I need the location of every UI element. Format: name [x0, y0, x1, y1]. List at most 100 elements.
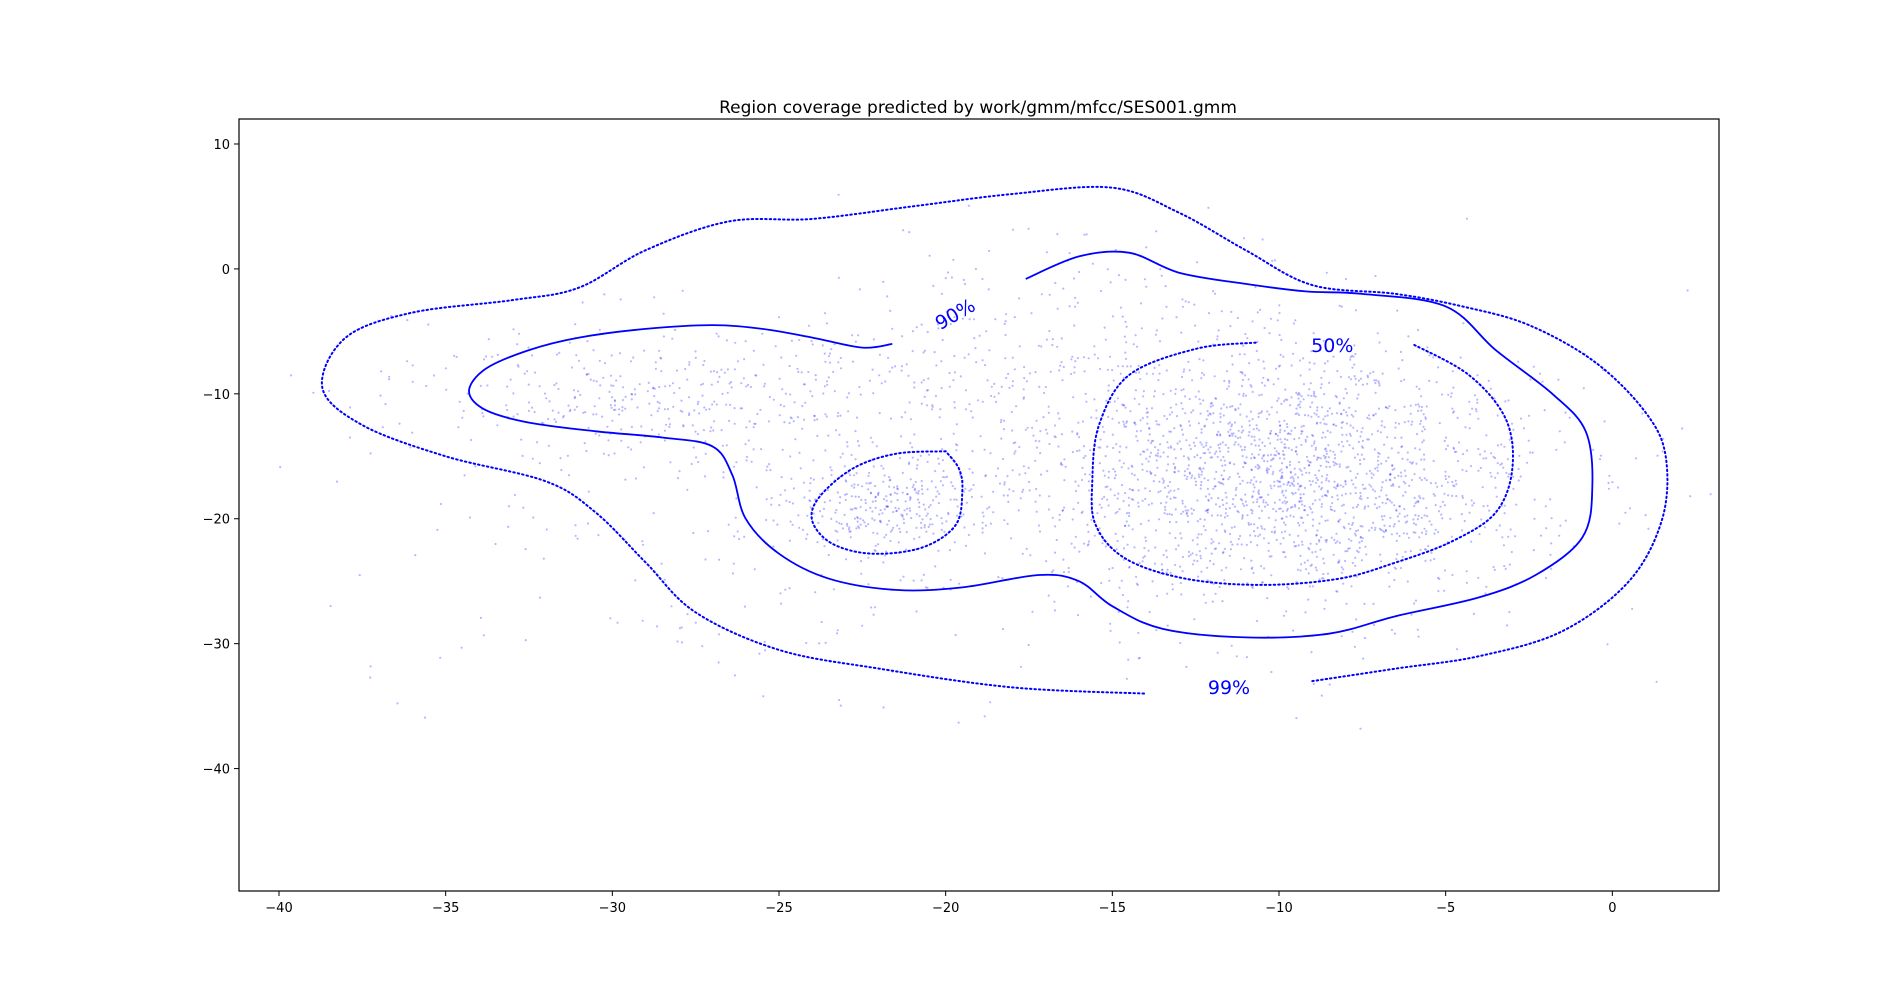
scatter-point — [1281, 471, 1284, 474]
scatter-point — [1234, 409, 1237, 412]
scatter-point — [1142, 556, 1145, 559]
scatter-point — [1318, 578, 1321, 581]
scatter-point — [915, 526, 918, 530]
scatter-point — [1364, 505, 1367, 508]
scatter-point — [1074, 305, 1077, 308]
scatter-point — [1237, 429, 1240, 432]
scatter-point — [1404, 474, 1407, 478]
scatter-point — [1389, 479, 1392, 482]
scatter-point — [913, 433, 916, 436]
scatter-point — [895, 510, 898, 513]
scatter-point — [855, 507, 858, 510]
scatter-point — [976, 399, 980, 402]
scatter-point — [1423, 458, 1426, 461]
scatter-point — [1269, 317, 1273, 320]
scatter-point — [1278, 498, 1281, 501]
scatter-point — [807, 324, 811, 327]
scatter-point — [923, 524, 926, 527]
scatter-point — [1252, 571, 1255, 575]
scatter-point — [1325, 494, 1328, 498]
scatter-point — [531, 457, 534, 460]
scatter-point — [1083, 370, 1086, 373]
scatter-point — [1149, 451, 1152, 454]
scatter-point — [1132, 498, 1135, 501]
scatter-point — [1281, 489, 1284, 492]
scatter-point — [1389, 516, 1392, 519]
scatter-point — [1532, 365, 1535, 368]
scatter-point — [1253, 530, 1256, 533]
scatter-point — [1390, 628, 1393, 632]
scatter-point — [762, 363, 765, 366]
scatter-point — [1603, 420, 1606, 423]
scatter-point — [1248, 362, 1251, 365]
scatter-point — [1312, 332, 1315, 335]
scatter-point — [1021, 552, 1024, 555]
scatter-point — [1277, 485, 1280, 488]
scatter-point — [1295, 446, 1298, 449]
scatter-point — [1343, 527, 1346, 530]
scatter-point — [1164, 505, 1167, 509]
scatter-point — [1251, 390, 1254, 393]
scatter-point — [886, 505, 890, 508]
scatter-point — [1486, 504, 1489, 507]
scatter-point — [925, 514, 928, 517]
scatter-point — [1407, 420, 1410, 423]
scatter-point — [919, 454, 922, 457]
scatter-point — [1143, 555, 1146, 558]
scatter-point — [1344, 479, 1347, 482]
scatter-point — [1251, 509, 1254, 512]
scatter-point — [1244, 462, 1247, 465]
scatter-point — [1356, 397, 1359, 400]
scatter-point — [1394, 426, 1397, 429]
scatter-point — [1267, 468, 1270, 471]
scatter-point — [1420, 405, 1423, 408]
scatter-point — [1308, 368, 1311, 371]
scatter-point — [379, 394, 382, 397]
scatter-point — [1223, 379, 1226, 383]
scatter-point — [1086, 544, 1089, 547]
scatter-point — [1444, 448, 1448, 451]
scatter-point — [1019, 497, 1022, 500]
scatter-point — [718, 558, 721, 561]
scatter-point — [958, 582, 961, 585]
scatter-point — [1179, 581, 1182, 585]
scatter-point — [1293, 467, 1296, 470]
scatter-point — [1357, 551, 1360, 554]
scatter-point — [618, 352, 622, 355]
scatter-point — [886, 505, 889, 508]
scatter-point — [1169, 406, 1172, 409]
scatter-point — [776, 523, 779, 526]
scatter-point — [601, 415, 604, 418]
scatter-point — [704, 440, 707, 443]
scatter-point — [1321, 495, 1324, 498]
scatter-point — [1263, 384, 1266, 387]
scatter-point — [1157, 379, 1160, 382]
scatter-point — [1153, 390, 1156, 393]
scatter-point — [1401, 457, 1404, 460]
scatter-point — [662, 312, 665, 315]
scatter-point — [1356, 503, 1360, 506]
scatter-point — [646, 390, 649, 393]
scatter-point — [1324, 455, 1327, 458]
scatter-point — [779, 592, 782, 595]
scatter-point — [1273, 531, 1276, 534]
scatter-point — [1306, 513, 1309, 517]
scatter-point — [1282, 537, 1285, 540]
scatter-point — [803, 383, 807, 386]
scatter-point — [807, 370, 810, 374]
scatter-point — [988, 506, 991, 509]
scatter-point — [1018, 345, 1021, 348]
scatter-point — [1474, 408, 1478, 411]
scatter-point — [551, 409, 554, 412]
scatter-point — [678, 387, 681, 390]
scatter-point — [915, 513, 918, 516]
scatter-point — [925, 389, 929, 392]
scatter-point — [1223, 529, 1226, 532]
scatter-point — [855, 416, 859, 419]
scatter-point — [823, 352, 826, 355]
scatter-point — [1329, 431, 1332, 434]
scatter-point — [1287, 432, 1290, 435]
scatter-point — [1246, 337, 1249, 340]
scatter-point — [981, 531, 984, 534]
scatter-point — [1293, 545, 1296, 548]
